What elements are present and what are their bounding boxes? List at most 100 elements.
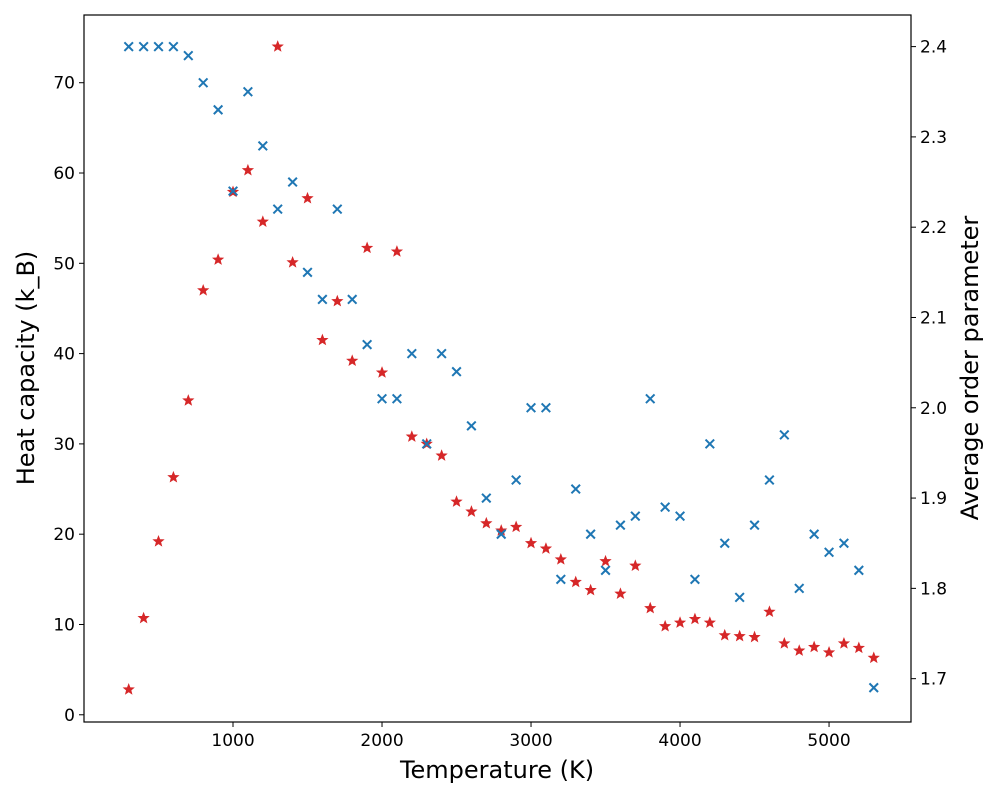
star-marker <box>241 163 255 176</box>
y2-tick-label: 2.4 <box>920 38 947 58</box>
x-marker <box>377 393 388 404</box>
order-parameter-series <box>123 41 879 693</box>
x-axis: 1000 2000 3000 4000 5000 <box>211 722 851 751</box>
star-marker <box>346 354 359 367</box>
star-marker <box>197 283 210 296</box>
star-marker <box>763 605 776 618</box>
x-marker <box>704 438 715 449</box>
x-marker <box>123 41 134 52</box>
star-marker <box>390 245 404 257</box>
x-marker <box>347 294 358 305</box>
y-axis-title: Heat capacity (k_B) <box>12 251 40 486</box>
x-marker <box>615 520 626 531</box>
x-marker <box>198 77 209 88</box>
x-tick-label: 4000 <box>658 731 701 751</box>
star-marker <box>778 637 791 649</box>
x-marker <box>600 565 611 576</box>
x-marker <box>287 177 298 188</box>
x-marker <box>868 682 879 693</box>
star-marker <box>182 394 195 406</box>
data-marks <box>122 40 880 695</box>
x-marker <box>570 484 581 495</box>
star-marker <box>599 554 612 567</box>
x-marker <box>526 402 537 413</box>
x-marker <box>406 348 417 359</box>
star-marker <box>644 601 657 614</box>
x-marker <box>853 565 864 576</box>
star-marker <box>137 611 150 624</box>
x-marker <box>645 393 656 404</box>
y-tick-label: 30 <box>53 435 75 455</box>
x-marker <box>764 475 775 486</box>
x-marker <box>302 267 313 278</box>
star-marker <box>360 241 374 254</box>
star-marker <box>569 575 582 588</box>
x-marker <box>168 41 179 52</box>
x-marker <box>794 583 805 594</box>
y-axis-right: 1.7 1.8 1.9 2.0 2.1 2.2 2.3 2.4 <box>911 38 947 690</box>
y-tick-label: 10 <box>53 615 75 635</box>
x-marker <box>540 402 551 413</box>
star-marker <box>286 255 299 268</box>
star-marker <box>584 583 597 596</box>
star-marker <box>867 651 880 664</box>
star-marker <box>539 542 553 554</box>
y-tick-label: 40 <box>53 345 75 365</box>
x-marker <box>749 520 760 531</box>
x-marker <box>496 529 507 540</box>
star-marker <box>465 505 478 517</box>
x-marker <box>734 592 745 603</box>
x-marker <box>362 339 373 350</box>
star-marker <box>211 253 225 265</box>
star-marker <box>688 612 702 625</box>
y2-tick-label: 2.0 <box>920 399 947 419</box>
x-marker <box>824 547 835 558</box>
x-marker <box>391 393 402 404</box>
y2-tick-label: 1.7 <box>920 670 947 690</box>
y-tick-label: 60 <box>53 164 75 184</box>
y2-tick-label: 2.1 <box>920 308 947 328</box>
star-marker <box>733 629 746 642</box>
star-marker <box>435 449 448 461</box>
x-marker <box>272 204 283 215</box>
star-marker <box>554 553 567 565</box>
y-tick-label: 20 <box>53 525 75 545</box>
x-marker <box>153 41 164 52</box>
y2-axis-title: Average order parameter <box>956 216 984 521</box>
y-axis-left: 0 10 20 30 40 50 60 70 <box>53 74 84 726</box>
x-marker <box>466 420 477 431</box>
y2-tick-label: 2.2 <box>920 218 947 238</box>
x-marker <box>838 538 849 549</box>
x-marker <box>451 366 462 377</box>
x-axis-title: Temperature (K) <box>399 756 594 784</box>
x-marker <box>213 104 224 115</box>
x-marker <box>719 538 730 549</box>
y-tick-label: 70 <box>53 74 75 94</box>
star-marker <box>614 587 627 599</box>
star-marker <box>167 470 180 483</box>
y-tick-label: 0 <box>64 706 75 726</box>
x-tick-label: 3000 <box>509 731 552 751</box>
star-marker <box>450 495 463 507</box>
star-marker <box>837 637 851 649</box>
star-marker <box>524 536 538 549</box>
star-marker <box>256 215 269 227</box>
x-marker <box>555 574 566 585</box>
x-marker <box>257 140 268 151</box>
x-marker <box>242 86 253 97</box>
star-marker <box>405 430 418 442</box>
star-marker <box>331 294 344 307</box>
x-tick-label: 2000 <box>360 731 403 751</box>
y2-tick-label: 2.3 <box>920 128 947 148</box>
star-marker <box>301 191 314 204</box>
x-marker <box>675 511 686 522</box>
x-marker <box>228 186 239 197</box>
x-tick-label: 5000 <box>807 731 850 751</box>
x-tick-label: 1000 <box>211 731 254 751</box>
y2-tick-label: 1.8 <box>920 579 947 599</box>
x-marker <box>481 493 492 504</box>
star-marker <box>748 630 761 643</box>
star-marker <box>852 641 865 654</box>
star-marker <box>793 644 806 656</box>
